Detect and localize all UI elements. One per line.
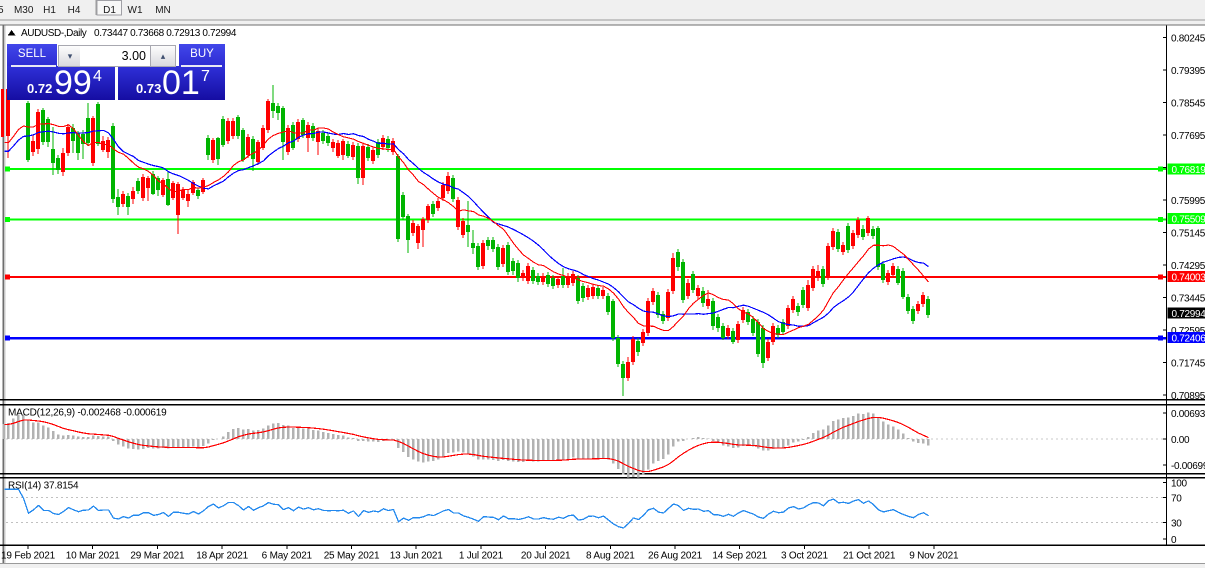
svg-text:0.72994: 0.72994	[1172, 309, 1205, 320]
svg-text:14 Sep 2021: 14 Sep 2021	[712, 551, 767, 562]
svg-text:0.79395: 0.79395	[1171, 66, 1205, 77]
svg-text:D1: D1	[103, 5, 116, 16]
svg-text:0.78545: 0.78545	[1171, 98, 1205, 109]
svg-text:3 Oct 2021: 3 Oct 2021	[781, 551, 829, 562]
svg-text:0.006938: 0.006938	[1171, 409, 1205, 420]
svg-text:-0.00699: -0.00699	[1171, 461, 1205, 472]
svg-text:0.74295: 0.74295	[1171, 261, 1205, 272]
svg-text:9 Nov 2021: 9 Nov 2021	[909, 551, 959, 562]
svg-text:5: 5	[0, 5, 4, 16]
svg-text:MACD(12,26,9) -0.002468 -0.000: MACD(12,26,9) -0.002468 -0.000619	[8, 408, 167, 419]
svg-text:0: 0	[1171, 535, 1177, 546]
svg-text:0.75145: 0.75145	[1171, 228, 1205, 239]
svg-text:0.71745: 0.71745	[1171, 358, 1205, 369]
svg-text:M30: M30	[14, 5, 34, 16]
svg-text:H1: H1	[43, 5, 56, 16]
svg-text:1 Jul 2021: 1 Jul 2021	[459, 551, 504, 562]
svg-text:19 Feb 2021: 19 Feb 2021	[1, 551, 56, 562]
svg-text:0.70895: 0.70895	[1171, 391, 1205, 402]
svg-text:70: 70	[1171, 493, 1182, 504]
svg-text:0.75995: 0.75995	[1171, 196, 1205, 207]
svg-text:0.72595: 0.72595	[1171, 326, 1205, 337]
svg-text:0.73445: 0.73445	[1171, 293, 1205, 304]
svg-text:10 Mar 2021: 10 Mar 2021	[66, 551, 121, 562]
svg-text:30: 30	[1171, 518, 1182, 529]
svg-text:AUDUSD-,Daily: AUDUSD-,Daily	[21, 28, 87, 39]
svg-text:0.76819: 0.76819	[1172, 165, 1205, 176]
svg-text:0.73447 0.73668 0.72913 0.7299: 0.73447 0.73668 0.72913 0.72994	[94, 28, 237, 39]
svg-text:29 Mar 2021: 29 Mar 2021	[130, 551, 185, 562]
svg-text:8 Aug 2021: 8 Aug 2021	[586, 551, 635, 562]
svg-text:6 May 2021: 6 May 2021	[262, 551, 313, 562]
svg-text:26 Aug 2021: 26 Aug 2021	[648, 551, 703, 562]
svg-text:0.72406: 0.72406	[1172, 334, 1205, 345]
svg-text:W1: W1	[128, 5, 143, 16]
svg-text:21 Oct 2021: 21 Oct 2021	[843, 551, 896, 562]
svg-text:RSI(14) 37.8154: RSI(14) 37.8154	[8, 481, 79, 492]
svg-text:H4: H4	[68, 5, 81, 16]
svg-text:0.80245: 0.80245	[1171, 33, 1205, 44]
svg-text:100: 100	[1171, 478, 1188, 489]
svg-text:MN: MN	[155, 5, 171, 16]
svg-text:25 May 2021: 25 May 2021	[324, 551, 380, 562]
svg-text:13 Jun 2021: 13 Jun 2021	[390, 551, 443, 562]
svg-text:0.75509: 0.75509	[1172, 215, 1205, 226]
svg-text:0.00: 0.00	[1171, 435, 1190, 446]
svg-text:0.74003: 0.74003	[1172, 273, 1205, 284]
svg-text:18 Apr 2021: 18 Apr 2021	[196, 551, 248, 562]
svg-text:20 Jul 2021: 20 Jul 2021	[521, 551, 571, 562]
svg-text:0.77695: 0.77695	[1171, 131, 1205, 142]
